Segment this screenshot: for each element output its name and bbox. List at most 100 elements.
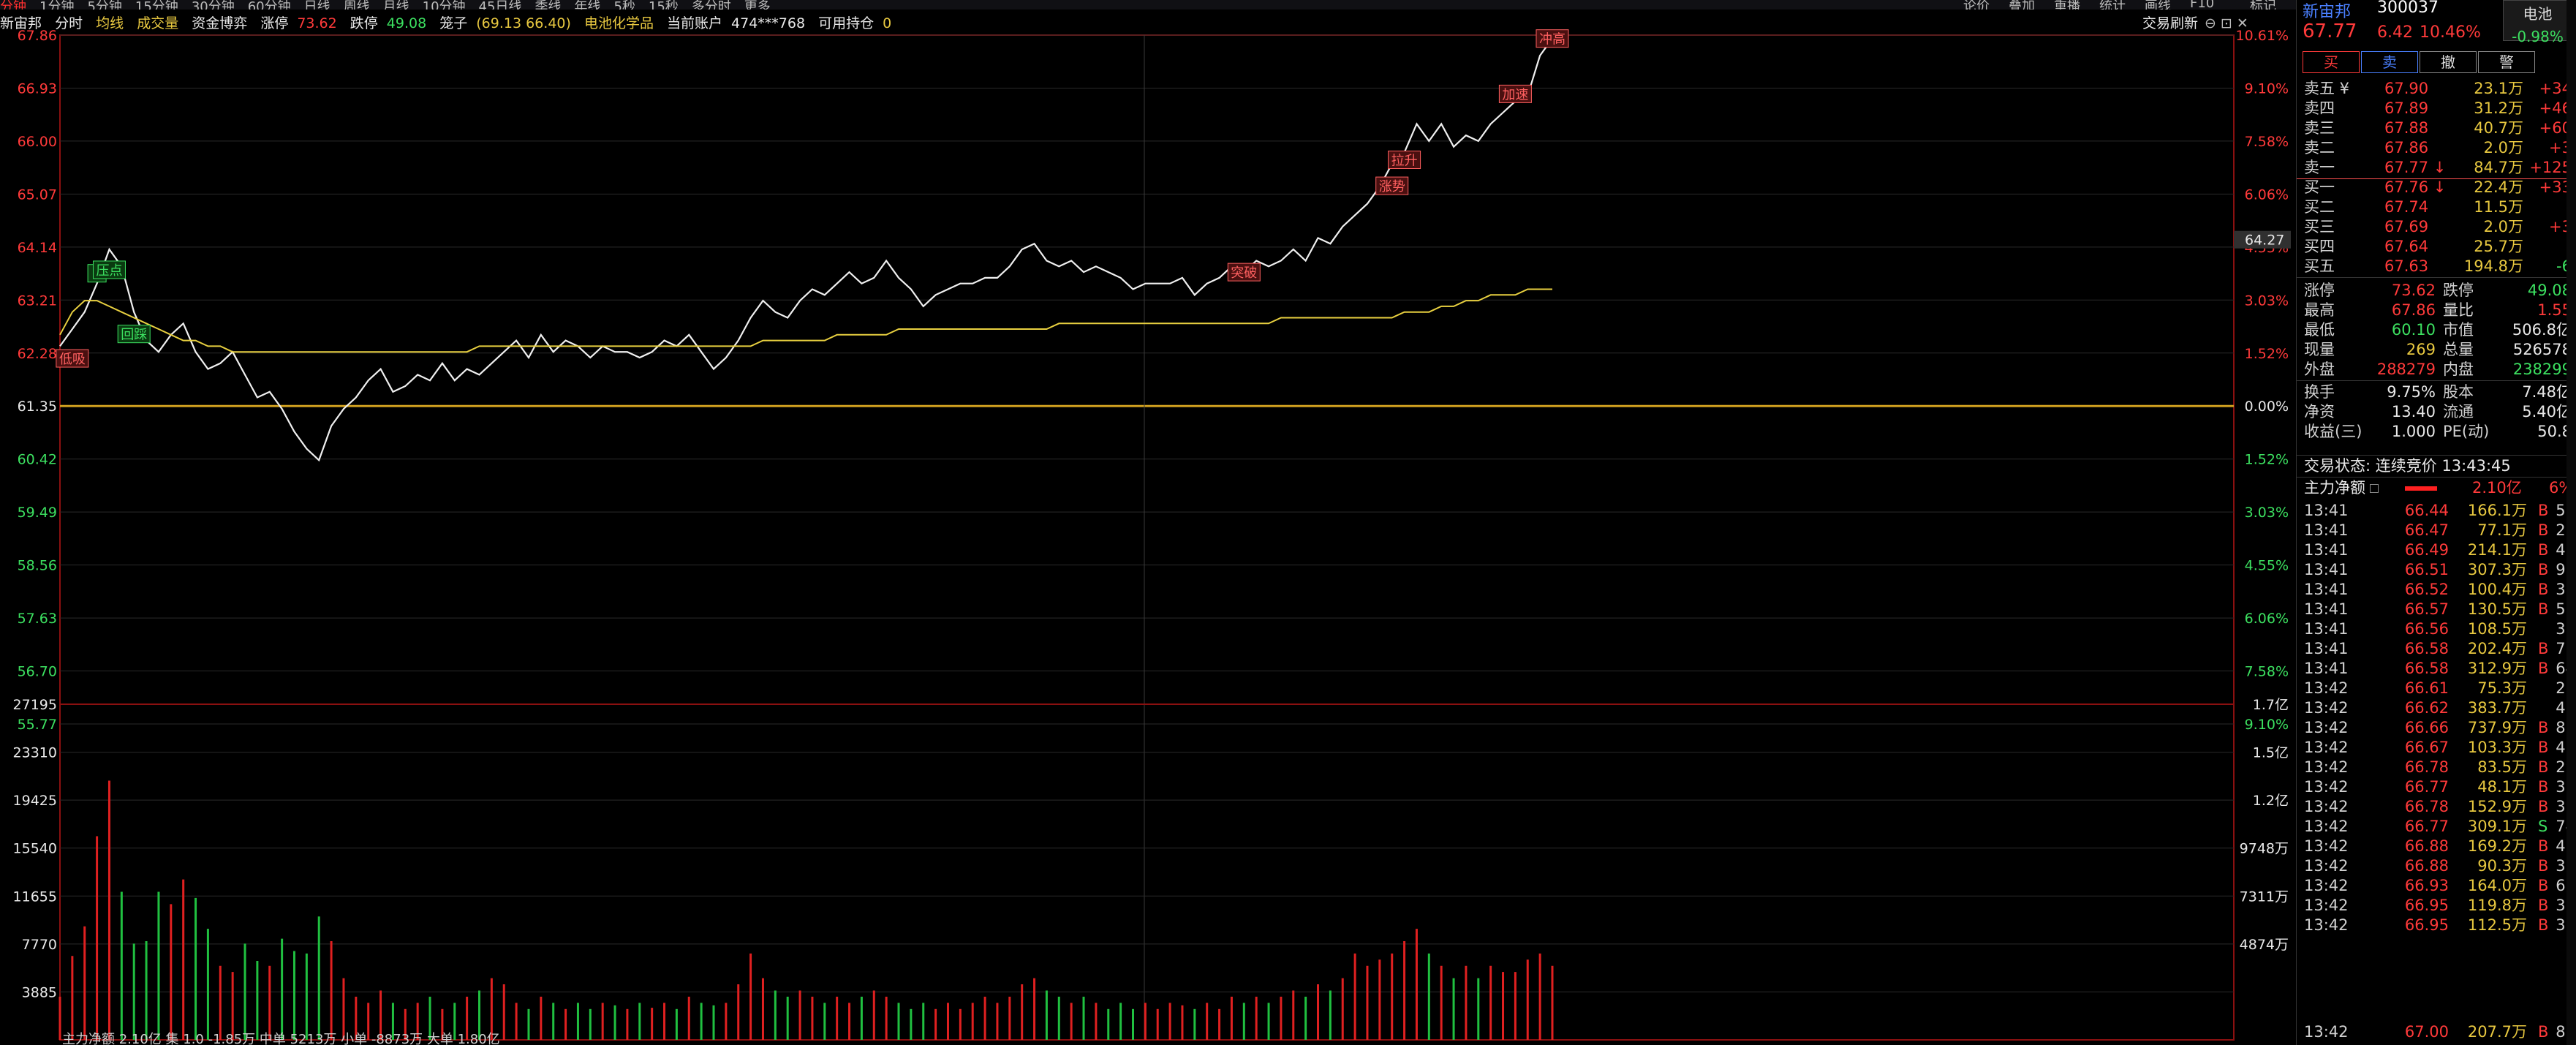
divider	[2297, 455, 2576, 456]
stat-value: 238299	[2512, 361, 2572, 378]
toolbar-button[interactable]: 叠加	[2009, 0, 2035, 10]
level-price: 67.74	[2384, 198, 2429, 216]
toolbar-button[interactable]: 重播	[2054, 0, 2080, 10]
tick-row: 13:41 66.47 77.1万 B 25	[2297, 521, 2576, 540]
ask-row[interactable]: 卖五 ¥ 67.90 23.1万 +34	[2297, 79, 2576, 99]
timeframe-tab[interactable]: 60分钟	[247, 0, 291, 10]
tick-direction: B	[2538, 778, 2549, 796]
tick-row: 13:42 66.95 112.5万 B 37	[2297, 916, 2576, 935]
ask-row[interactable]: 卖二 67.86 2.0万 +3	[2297, 138, 2576, 158]
bid-row[interactable]: 买五 67.63 194.8万 -6	[2297, 257, 2576, 276]
timeframe-tab[interactable]: 年线	[574, 0, 601, 10]
timeframe-tab[interactable]: 月线	[382, 0, 409, 10]
bid-row[interactable]: 买一 67.76 ↓ 22.4万 +33	[2297, 178, 2576, 197]
tick-time: 13:41	[2304, 581, 2349, 598]
sector-button[interactable]: 电池 -0.98%	[2503, 0, 2572, 45]
tick-price: 66.52	[2404, 581, 2449, 598]
level-delta: +3	[2549, 139, 2572, 156]
chart-svg[interactable]: 67.86 10.61% 66.93 9.10% 66.00 7.58% 65.07 6.06…	[0, 29, 2292, 1045]
stat-label: 最高	[2304, 301, 2335, 319]
chart-tool-icons[interactable]: ⊖ ⊡ ✕	[2205, 15, 2248, 31]
timeframe-tab[interactable]: 季线	[535, 0, 562, 10]
price-tick-label: 56.70	[18, 664, 57, 680]
timeframe-tab[interactable]: 10分钟	[422, 0, 466, 10]
timeframe-tab[interactable]: 1分钟	[39, 0, 75, 10]
level-label: 买二	[2304, 198, 2335, 216]
tick-time: 13:42	[2304, 1023, 2349, 1041]
timeframe-tab[interactable]: 5分钟	[87, 0, 122, 10]
tick-row: 13:42 66.78 152.9万 B 39	[2297, 797, 2576, 817]
volume-toggle[interactable]: 成交量	[137, 15, 179, 31]
cancel-order-button[interactable]: 撤	[2420, 51, 2477, 73]
capital-game-toggle[interactable]: 资金博弈	[192, 15, 248, 31]
signal-marker[interactable]: 回踩	[121, 328, 147, 343]
timeframe-tab[interactable]: 30分钟	[191, 0, 235, 10]
tick-volume: 100.4万	[2467, 581, 2527, 598]
stat-label: 股本	[2443, 383, 2474, 401]
tick-direction: B	[2538, 916, 2549, 934]
level-delta: +34	[2539, 80, 2572, 97]
timeframe-tab[interactable]: 日线	[303, 0, 331, 10]
volume-tick-label: 23310	[13, 745, 57, 761]
timeframe-tab[interactable]: 15秒	[648, 0, 679, 10]
price-tick-label: 64.14	[18, 240, 57, 256]
tick-price: 66.57	[2404, 600, 2449, 618]
sell-button[interactable]: 卖	[2361, 51, 2418, 73]
tick-row: 13:42 66.67 103.3万 B 46	[2297, 738, 2576, 758]
tick-direction: B	[2538, 581, 2549, 598]
signal-marker[interactable]: 涨势	[1379, 179, 1405, 195]
toolbar-button[interactable]: 标记	[2250, 0, 2276, 10]
volume-tick-label: 11655	[13, 889, 57, 905]
intraday-chart[interactable]: 67.86 10.61% 66.93 9.10% 66.00 7.58% 65.07 6.06…	[0, 29, 2292, 1045]
industry-label[interactable]: 电池化学品	[583, 15, 654, 31]
signal-marker[interactable]: 加速	[1502, 87, 1528, 102]
ask-row[interactable]: 卖三 67.88 40.7万 +60	[2297, 118, 2576, 138]
signal-marker[interactable]: 冲高	[1539, 32, 1565, 48]
tick-volume: 152.9万	[2467, 798, 2527, 815]
tick-volume: 77.1万	[2477, 521, 2527, 539]
bid-row[interactable]: 买三 67.69 2.0万 +3	[2297, 217, 2576, 237]
tick-time: 13:41	[2304, 640, 2349, 657]
tick-direction: S	[2538, 818, 2548, 835]
level-delta: +3	[2549, 218, 2572, 235]
volume-tick-label: 27195	[13, 697, 57, 713]
stat-label: 总量	[2443, 341, 2474, 358]
signal-marker[interactable]: 突破	[1231, 265, 1257, 281]
tick-price: 66.66	[2404, 719, 2449, 736]
stat-value: 67.86	[2391, 301, 2436, 319]
buy-button[interactable]: 买	[2303, 51, 2360, 73]
bid-row[interactable]: 买四 67.64 25.7万	[2297, 237, 2576, 257]
signal-marker[interactable]: 低吸	[59, 352, 86, 367]
tab-intraday[interactable]: 分时	[55, 15, 83, 31]
ask-row[interactable]: 卖一 67.77 ↓ 84.7万 +125	[2297, 158, 2576, 178]
level-delta: +60	[2539, 119, 2572, 137]
level-price: 67.76 ↓	[2384, 178, 2447, 196]
alert-button[interactable]: 警	[2478, 51, 2535, 73]
toolbar-button[interactable]: 论价	[1963, 0, 1990, 10]
timeframe-tab[interactable]: 分钟	[0, 0, 26, 10]
toolbar-button[interactable]: 统计	[2099, 0, 2126, 10]
tick-direction: B	[2538, 877, 2549, 894]
timeframe-tab[interactable]: 45日线	[478, 0, 522, 10]
avg-line-label[interactable]: 均线	[96, 15, 124, 31]
tick-direction: B	[2538, 758, 2549, 776]
timeframe-tab[interactable]: 更多	[744, 0, 771, 10]
tick-row: 13:42 66.62 383.7万 48	[2297, 698, 2576, 718]
timeframe-tab[interactable]: 多分时	[691, 0, 731, 10]
timeframe-tab[interactable]: 周线	[343, 0, 370, 10]
bid-row[interactable]: 买二 67.74 11.5万	[2297, 197, 2576, 217]
price-line[interactable]	[59, 38, 1553, 462]
timeframe-tab[interactable]: 5秒	[613, 0, 635, 10]
tick-time: 13:41	[2304, 620, 2349, 638]
trade-refresh-button[interactable]: 交易刷新	[2142, 15, 2199, 31]
signal-marker[interactable]: 压点	[96, 263, 122, 279]
tick-volume: 90.3万	[2477, 857, 2527, 875]
toolbar-button[interactable]: 画线	[2145, 0, 2171, 10]
ask-row[interactable]: 卖四 67.89 31.2万 +46	[2297, 99, 2576, 118]
tick-volume: 130.5万	[2467, 600, 2527, 618]
tick-time: 13:42	[2304, 739, 2349, 756]
toolbar-button[interactable]: F10	[2190, 0, 2215, 10]
dropdown-icon[interactable]	[2370, 484, 2379, 493]
timeframe-tab[interactable]: 15分钟	[135, 0, 178, 10]
signal-marker[interactable]: 拉升	[1391, 154, 1418, 169]
